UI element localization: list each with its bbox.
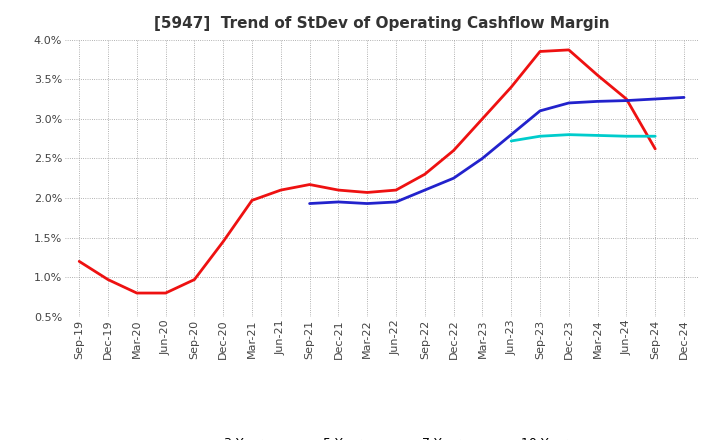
3 Years <box>593 73 602 78</box>
5 Years <box>334 199 343 205</box>
3 Years <box>420 172 429 177</box>
3 Years <box>190 277 199 282</box>
3 Years <box>507 84 516 90</box>
3 Years <box>132 290 141 296</box>
5 Years <box>651 96 660 102</box>
5 Years <box>507 132 516 137</box>
5 Years <box>622 98 631 103</box>
Line: 7 Years: 7 Years <box>511 135 655 141</box>
5 Years <box>363 201 372 206</box>
5 Years <box>680 95 688 100</box>
3 Years <box>334 187 343 193</box>
3 Years <box>478 116 487 121</box>
3 Years <box>104 277 112 282</box>
5 Years <box>564 100 573 106</box>
Legend: 3 Years, 5 Years, 7 Years, 10 Years: 3 Years, 5 Years, 7 Years, 10 Years <box>184 432 579 440</box>
Line: 5 Years: 5 Years <box>310 97 684 204</box>
3 Years <box>622 96 631 102</box>
3 Years <box>248 198 256 203</box>
3 Years <box>392 187 400 193</box>
3 Years <box>449 148 458 153</box>
3 Years <box>75 259 84 264</box>
3 Years <box>536 49 544 54</box>
5 Years <box>536 108 544 114</box>
3 Years <box>651 146 660 151</box>
7 Years <box>536 134 544 139</box>
3 Years <box>305 182 314 187</box>
5 Years <box>420 187 429 193</box>
7 Years <box>593 133 602 138</box>
3 Years <box>219 239 228 244</box>
3 Years <box>161 290 170 296</box>
5 Years <box>478 156 487 161</box>
3 Years <box>363 190 372 195</box>
5 Years <box>593 99 602 104</box>
5 Years <box>449 176 458 181</box>
Line: 3 Years: 3 Years <box>79 50 655 293</box>
Title: [5947]  Trend of StDev of Operating Cashflow Margin: [5947] Trend of StDev of Operating Cashf… <box>154 16 609 32</box>
7 Years <box>507 138 516 143</box>
3 Years <box>564 47 573 52</box>
7 Years <box>564 132 573 137</box>
5 Years <box>305 201 314 206</box>
3 Years <box>276 187 285 193</box>
7 Years <box>651 134 660 139</box>
5 Years <box>392 199 400 205</box>
7 Years <box>622 134 631 139</box>
